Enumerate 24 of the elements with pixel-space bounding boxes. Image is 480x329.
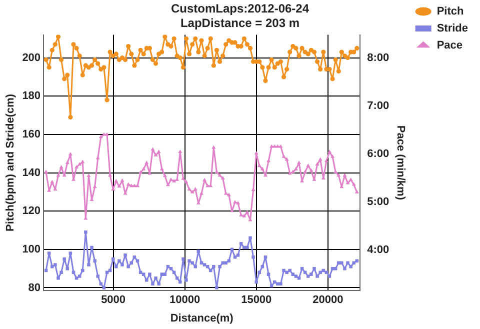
y-tick-label: 100 bbox=[22, 243, 41, 256]
legend-label: Stride bbox=[436, 22, 468, 35]
x-axis-title: Distance(m) bbox=[170, 312, 234, 324]
y2-tick-label: 4:00 bbox=[367, 244, 390, 256]
y-axis-title: Pitch(bpm) and Stride(cm) bbox=[4, 94, 17, 232]
y-tick-label: 120 bbox=[22, 205, 41, 218]
y-tick-label: 140 bbox=[22, 166, 41, 179]
x-tick-label: 20000 bbox=[312, 294, 344, 306]
y-tick-label: 180 bbox=[22, 90, 41, 102]
x-tick-label: 10000 bbox=[170, 294, 200, 306]
y2-tick-label: 6:00 bbox=[367, 148, 390, 160]
y-tick-label: 200 bbox=[22, 52, 41, 64]
y2-tick-label: 7:00 bbox=[367, 100, 390, 112]
y-tick-label: 80 bbox=[28, 282, 41, 294]
y2-axis-title: Pace (min/km) bbox=[394, 125, 407, 200]
x-tick-label: 15000 bbox=[241, 294, 272, 306]
legend-label: Pace bbox=[436, 40, 463, 52]
y2-tick-label: 8:00 bbox=[367, 52, 390, 64]
x-tick-label: 5000 bbox=[101, 294, 126, 306]
chart-subtitle: LapDistance = 203 m bbox=[180, 16, 300, 30]
y2-tick-label: 5:00 bbox=[367, 196, 390, 208]
legend-label: Pitch bbox=[436, 6, 464, 18]
chart-title: CustomLaps:2012-06-24 bbox=[170, 2, 310, 16]
y-tick-label: 160 bbox=[22, 128, 41, 140]
